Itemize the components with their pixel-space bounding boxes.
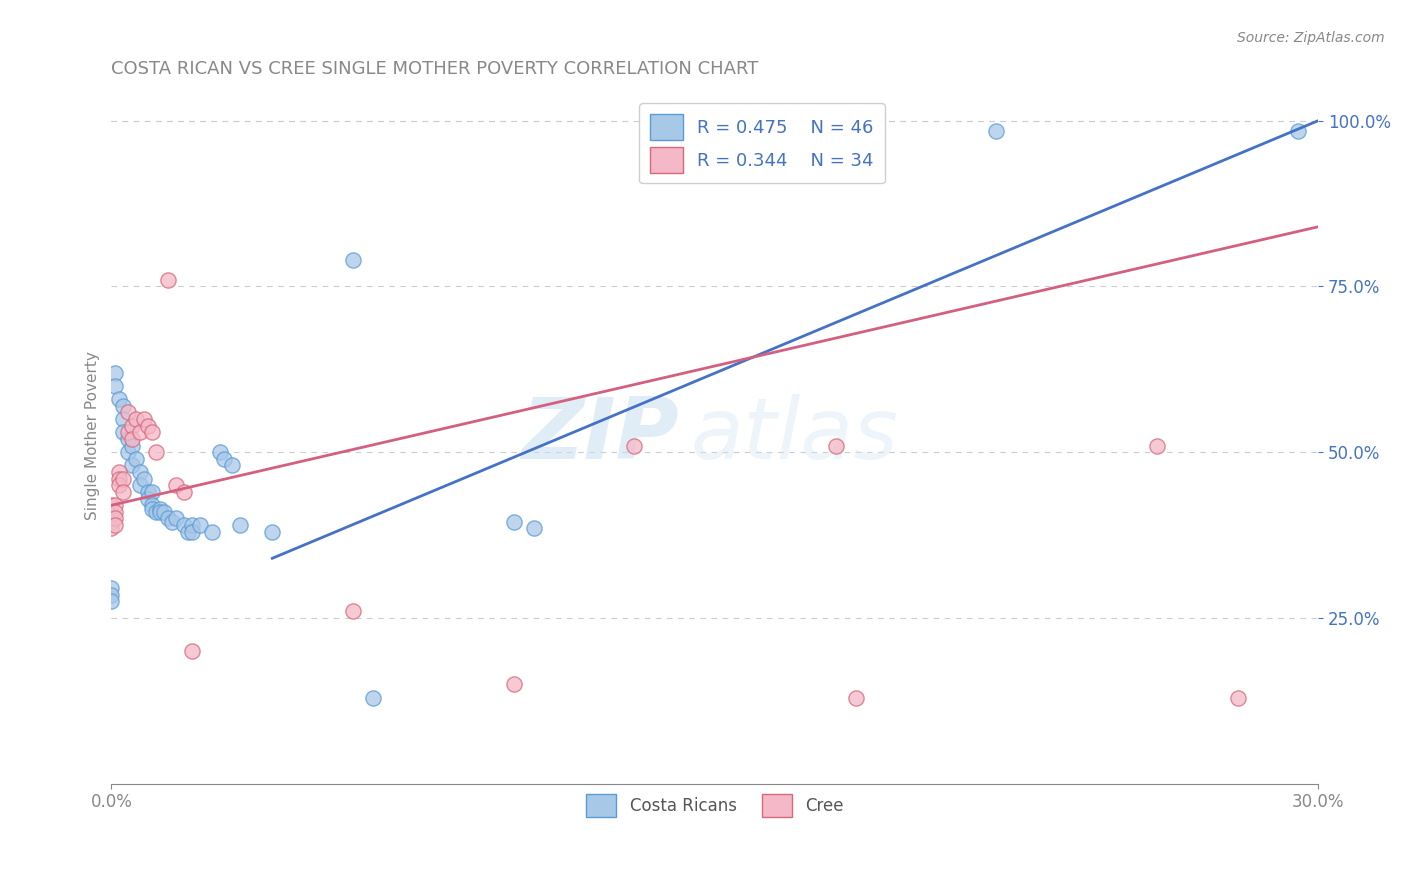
Point xyxy=(104,505,127,519)
Point xyxy=(1226,690,1249,705)
Point xyxy=(165,511,187,525)
Point xyxy=(104,518,127,533)
Point xyxy=(229,518,252,533)
Point xyxy=(212,451,235,466)
Point xyxy=(1286,123,1309,137)
Point xyxy=(136,491,159,506)
Point xyxy=(117,432,139,446)
Point xyxy=(128,478,150,492)
Point xyxy=(165,478,187,492)
Point xyxy=(132,412,155,426)
Point xyxy=(100,508,122,523)
Point xyxy=(132,472,155,486)
Point xyxy=(173,485,195,500)
Point xyxy=(201,524,224,539)
Point xyxy=(104,498,127,512)
Point xyxy=(845,690,868,705)
Point xyxy=(342,604,364,618)
Point xyxy=(145,445,167,459)
Point xyxy=(121,432,143,446)
Point xyxy=(141,425,163,440)
Point xyxy=(160,515,183,529)
Point xyxy=(149,501,172,516)
Point xyxy=(156,511,179,525)
Text: COSTA RICAN VS CREE SINGLE MOTHER POVERTY CORRELATION CHART: COSTA RICAN VS CREE SINGLE MOTHER POVERT… xyxy=(111,60,759,78)
Point xyxy=(104,511,127,525)
Point xyxy=(262,524,284,539)
Point xyxy=(141,485,163,500)
Point xyxy=(104,379,127,393)
Point xyxy=(112,485,135,500)
Point xyxy=(145,505,167,519)
Point xyxy=(121,418,143,433)
Point xyxy=(986,123,1008,137)
Y-axis label: Single Mother Poverty: Single Mother Poverty xyxy=(86,351,100,520)
Point xyxy=(121,458,143,473)
Point xyxy=(124,451,146,466)
Point xyxy=(149,505,172,519)
Point xyxy=(108,465,131,479)
Point xyxy=(180,644,202,658)
Point xyxy=(100,594,122,608)
Point xyxy=(112,399,135,413)
Point xyxy=(136,485,159,500)
Point xyxy=(108,478,131,492)
Point xyxy=(1146,439,1168,453)
Point xyxy=(117,445,139,459)
Point xyxy=(221,458,243,473)
Point xyxy=(361,690,384,705)
Point xyxy=(112,472,135,486)
Point xyxy=(623,439,645,453)
Point xyxy=(112,425,135,440)
Point xyxy=(152,505,174,519)
Point xyxy=(121,439,143,453)
Text: Source: ZipAtlas.com: Source: ZipAtlas.com xyxy=(1237,31,1385,45)
Point xyxy=(177,524,200,539)
Point xyxy=(824,439,846,453)
Point xyxy=(180,518,202,533)
Point xyxy=(342,252,364,267)
Point xyxy=(128,425,150,440)
Point xyxy=(100,581,122,595)
Point xyxy=(502,515,524,529)
Point xyxy=(141,501,163,516)
Point xyxy=(104,366,127,380)
Point xyxy=(502,677,524,691)
Point xyxy=(136,418,159,433)
Point xyxy=(100,515,122,529)
Point xyxy=(100,588,122,602)
Point xyxy=(141,498,163,512)
Point xyxy=(208,445,231,459)
Text: atlas: atlas xyxy=(690,394,898,477)
Point xyxy=(108,392,131,406)
Point xyxy=(108,472,131,486)
Point xyxy=(117,425,139,440)
Point xyxy=(124,412,146,426)
Point xyxy=(112,412,135,426)
Point xyxy=(180,524,202,539)
Legend: Costa Ricans, Cree: Costa Ricans, Cree xyxy=(579,788,851,824)
Text: ZIP: ZIP xyxy=(522,394,679,477)
Point xyxy=(128,465,150,479)
Point xyxy=(523,521,546,535)
Point xyxy=(156,273,179,287)
Point xyxy=(100,521,122,535)
Point xyxy=(117,405,139,419)
Point xyxy=(188,518,211,533)
Point xyxy=(100,498,122,512)
Point xyxy=(173,518,195,533)
